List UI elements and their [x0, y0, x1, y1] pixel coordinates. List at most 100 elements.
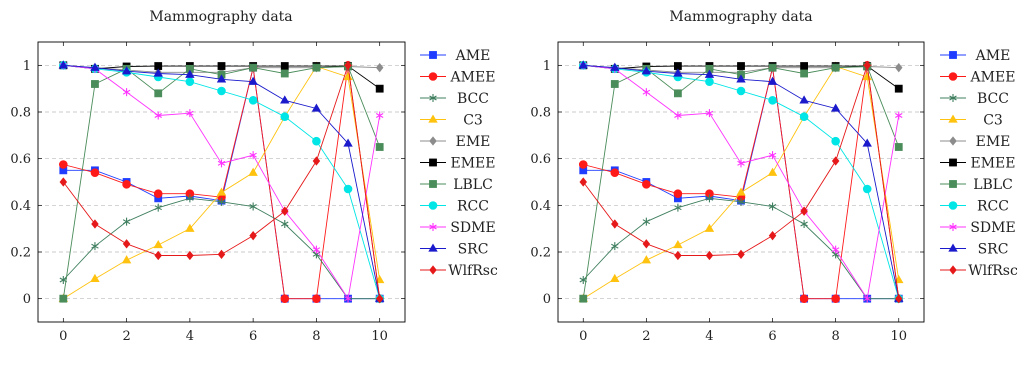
- data-point: [800, 69, 809, 78]
- data-point: [674, 250, 682, 261]
- data-point: [799, 112, 809, 121]
- legend-label: RCC: [457, 199, 489, 215]
- series-ame: [59, 63, 384, 303]
- data-point: [737, 159, 745, 168]
- x-tick-label: 10: [890, 329, 907, 344]
- series-lblc: [59, 62, 384, 303]
- data-point: [863, 294, 871, 303]
- data-point: [154, 250, 162, 261]
- data-point: [578, 160, 588, 169]
- data-point: [248, 76, 258, 85]
- legend-label: SDME: [970, 220, 1015, 236]
- data-point: [767, 76, 778, 85]
- data-point: [375, 84, 384, 93]
- x-tick-label: 0: [59, 329, 67, 344]
- legend-label: SRC: [978, 242, 1009, 258]
- legend-label: BCC: [977, 91, 1009, 107]
- legend-marker: [428, 114, 438, 123]
- x-tick-label: 6: [768, 329, 776, 344]
- data-point: [894, 143, 903, 151]
- data-point: [673, 89, 682, 98]
- data-point: [121, 255, 132, 264]
- legend: AME AMEE BCC C3 EME EMEE LBLC RCC SDME SRC WlfRsc: [420, 48, 498, 279]
- data-point: [154, 203, 162, 212]
- data-point: [280, 294, 290, 303]
- legend-label: RCC: [977, 199, 1009, 215]
- series-wlfrsc: [59, 60, 384, 304]
- data-point: [312, 245, 321, 254]
- legend-item: SRC: [420, 242, 488, 258]
- legend-label: LBLC: [453, 177, 493, 193]
- legend-label: AMEE: [450, 70, 496, 86]
- y-tick-label: 0.2: [10, 246, 31, 261]
- data-point: [705, 250, 714, 261]
- data-point: [863, 60, 871, 71]
- data-point: [59, 160, 68, 169]
- x-tick-label: 2: [122, 329, 130, 344]
- data-point: [344, 294, 352, 303]
- data-point: [59, 177, 68, 187]
- data-point: [343, 184, 353, 194]
- data-point: [737, 62, 745, 70]
- legend-label: AMEE: [970, 70, 1016, 86]
- data-point: [705, 77, 714, 86]
- legend-marker: [429, 265, 437, 275]
- legend-label: EME: [456, 134, 491, 150]
- data-point: [280, 95, 290, 104]
- data-point: [90, 168, 100, 177]
- legend-label: EME: [976, 134, 1011, 150]
- data-point: [642, 180, 651, 189]
- data-point: [610, 62, 620, 71]
- series-c3: [578, 61, 904, 302]
- data-point: [217, 62, 226, 70]
- x-tick-label: 10: [371, 329, 388, 344]
- data-point: [90, 62, 100, 71]
- x-tick-label: 8: [312, 329, 320, 344]
- data-point: [674, 203, 682, 212]
- x-tick-label: 6: [249, 329, 257, 344]
- legend-marker: [948, 201, 958, 210]
- data-point: [281, 220, 289, 228]
- data-point: [90, 273, 100, 282]
- data-point: [642, 88, 651, 97]
- data-point: [830, 103, 841, 112]
- data-point: [799, 95, 809, 104]
- data-point: [768, 151, 777, 160]
- legend-marker: [949, 136, 957, 146]
- data-point: [768, 230, 777, 241]
- data-point: [343, 138, 353, 147]
- legend-item: SRC: [940, 242, 1008, 258]
- plot-frame: [557, 41, 925, 323]
- data-point: [375, 111, 384, 120]
- data-point: [642, 239, 651, 249]
- y-tick-label: 1: [543, 59, 551, 74]
- legend: AME AMEE BCC C3 EME EMEE LBLC RCC SDME SRC WlfRsc: [940, 48, 1018, 279]
- data-point: [674, 111, 682, 120]
- legend-marker: [428, 72, 438, 81]
- data-point: [154, 89, 163, 98]
- data-point: [91, 80, 99, 88]
- data-point: [248, 167, 258, 176]
- data-point: [91, 242, 99, 251]
- legend-item: EME: [940, 134, 1010, 150]
- data-point: [186, 109, 194, 118]
- y-tick-label: 0.2: [530, 246, 551, 261]
- data-point: [705, 194, 714, 203]
- data-point: [185, 69, 195, 78]
- legend-label: EMEE: [451, 156, 496, 172]
- data-point: [375, 143, 384, 151]
- data-point: [862, 138, 872, 147]
- x-tick-label: 2: [642, 329, 650, 344]
- series-bcc: [59, 194, 384, 303]
- legend-label: C3: [463, 113, 483, 129]
- data-point: [154, 111, 162, 120]
- legend-item: C3: [940, 113, 1003, 129]
- series-ame: [579, 63, 903, 303]
- data-point: [641, 66, 652, 75]
- data-point: [768, 202, 777, 211]
- chart-title: Mammography data: [149, 9, 292, 25]
- data-point: [312, 294, 321, 303]
- series-amee: [578, 61, 904, 303]
- data-point: [767, 167, 778, 176]
